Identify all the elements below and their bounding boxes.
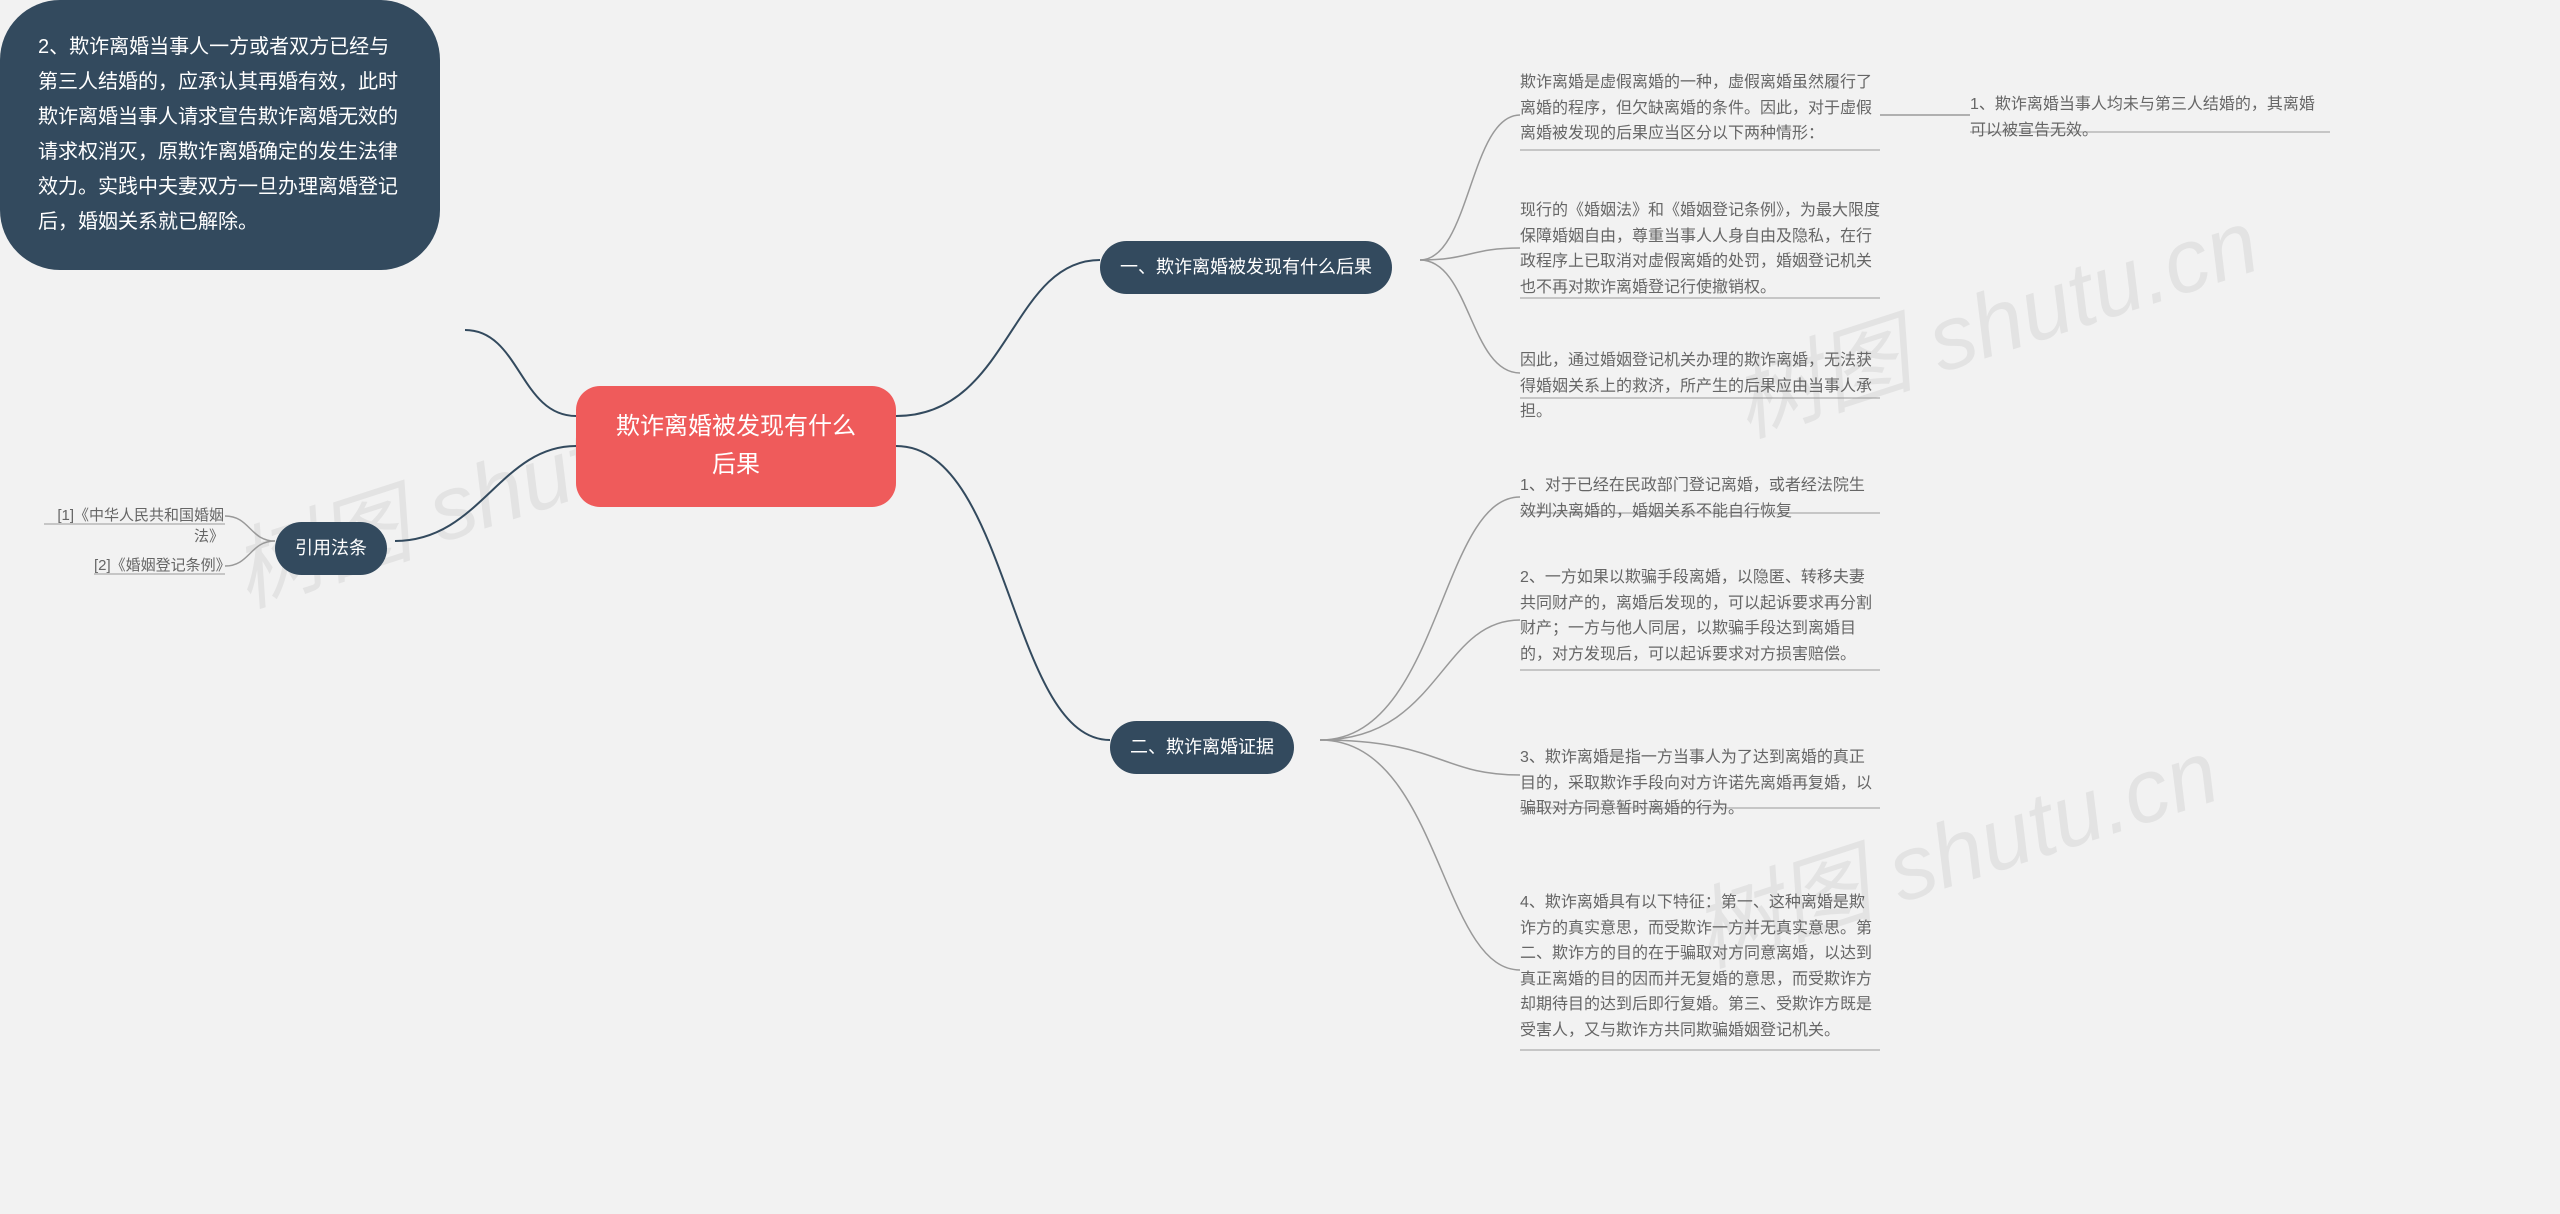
section1-label: 一、欺诈离婚被发现有什么后果 xyxy=(1120,253,1372,282)
section1-node[interactable]: 一、欺诈离婚被发现有什么后果 xyxy=(1100,241,1392,294)
s1-subleaf: 1、欺诈离婚当事人均未与第三人结婚的，其离婚可以被宣告无效。 xyxy=(1970,92,2330,143)
root-label: 欺诈离婚被发现有什么后果 xyxy=(610,408,862,485)
ref-item-1: [1]《中华人民共和国婚姻法》 xyxy=(44,504,224,546)
left-big-node[interactable]: 2、欺诈离婚当事人一方或者双方已经与第三人结婚的，应承认其再婚有效，此时欺诈离婚… xyxy=(0,0,440,270)
s1-leaf-1: 欺诈离婚是虚假离婚的一种，虚假离婚虽然履行了离婚的程序，但欠缺离婚的条件。因此，… xyxy=(1520,70,1880,147)
s2-leaf-2: 2、一方如果以欺骗手段离婚，以隐匿、转移夫妻共同财产的，离婚后发现的，可以起诉要… xyxy=(1520,565,1880,667)
left-big-text: 2、欺诈离婚当事人一方或者双方已经与第三人结婚的，应承认其再婚有效，此时欺诈离婚… xyxy=(38,36,398,233)
section2-node[interactable]: 二、欺诈离婚证据 xyxy=(1110,721,1294,774)
root-node[interactable]: 欺诈离婚被发现有什么后果 xyxy=(576,386,896,507)
s2-leaf-3: 3、欺诈离婚是指一方当事人为了达到离婚的真正目的，采取欺诈手段向对方许诺先离婚再… xyxy=(1520,745,1880,822)
ref-title-label: 引用法条 xyxy=(295,534,367,563)
s2-leaf-4: 4、欺诈离婚具有以下特征：第一、这种离婚是欺诈方的真实意思，而受欺诈一方并无真实… xyxy=(1520,890,1880,1044)
s2-leaf-1: 1、对于已经在民政部门登记离婚，或者经法院生效判决离婚的，婚姻关系不能自行恢复 xyxy=(1520,473,1880,524)
ref-item-2: [2]《婚姻登记条例》 xyxy=(94,554,224,575)
ref-title-node[interactable]: 引用法条 xyxy=(275,522,387,575)
s1-leaf-2: 现行的《婚姻法》和《婚姻登记条例》，为最大限度保障婚姻自由，尊重当事人人身自由及… xyxy=(1520,198,1880,300)
s1-leaf-3: 因此，通过婚姻登记机关办理的欺诈离婚，无法获得婚姻关系上的救济，所产生的后果应由… xyxy=(1520,348,1880,425)
section2-label: 二、欺诈离婚证据 xyxy=(1130,733,1274,762)
